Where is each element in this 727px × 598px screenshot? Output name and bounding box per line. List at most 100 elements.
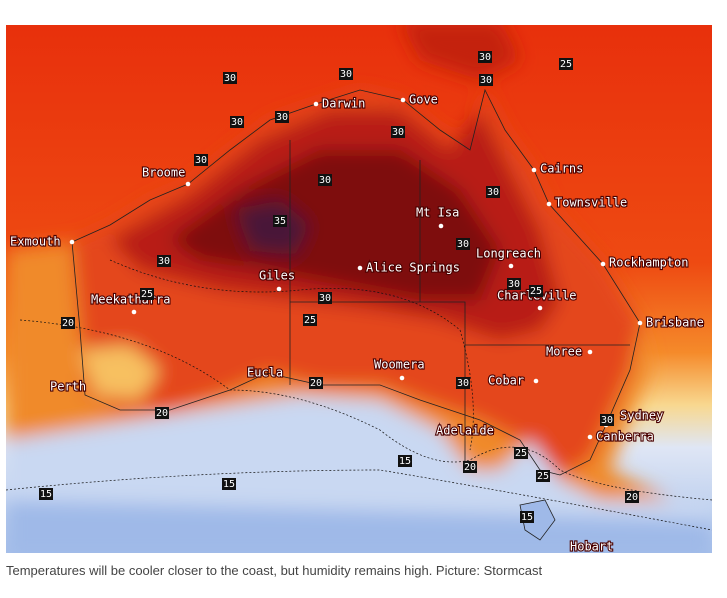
city-label: Mt Isa — [416, 206, 459, 220]
contour-label: 25 — [560, 59, 572, 70]
city-label: Meekatharra — [91, 293, 170, 307]
coastline — [71, 88, 641, 476]
contour-label-box — [140, 288, 154, 300]
contour-label-box — [309, 377, 323, 389]
city-dot — [637, 320, 643, 326]
contour-label: 25 — [515, 448, 527, 459]
contour-label-box — [478, 51, 492, 63]
city-labels: Darwin Gove Broome Exmouth Cairns Townsville M… — [9, 91, 705, 554]
contour-label-box — [486, 186, 500, 198]
city-label: Longreach — [476, 247, 541, 261]
city-dot — [508, 263, 514, 269]
city-label: Darwin — [322, 97, 365, 111]
city-dot — [533, 378, 539, 384]
contour-label-box — [456, 377, 470, 389]
contour-label: 15 — [521, 512, 533, 523]
city-label: Alice Springs — [366, 261, 460, 275]
city-label: Broome — [142, 166, 185, 180]
city-label: Perth — [50, 380, 86, 394]
city-label: Brisbane — [646, 316, 704, 330]
contour-label-box — [600, 414, 614, 426]
contour-label: 15 — [223, 479, 235, 490]
city-dot — [546, 201, 552, 207]
city-dot — [357, 265, 363, 271]
contour-label-box — [303, 314, 317, 326]
city-label: Hobart — [570, 540, 613, 554]
contour-label: 20 — [626, 492, 638, 503]
city-label: Canberra — [596, 430, 654, 444]
city-dot — [438, 223, 444, 229]
contour-label-box — [230, 116, 244, 128]
contour-label-box — [456, 238, 470, 250]
contour-label-box — [61, 317, 75, 329]
contour-label-box — [318, 174, 332, 186]
contour-label: 30 — [158, 256, 170, 267]
contour-label: 30 — [340, 69, 352, 80]
contour-label: 20 — [310, 378, 322, 389]
city-label: Woomera — [374, 358, 425, 372]
city-label: Sydney — [620, 409, 663, 423]
city-dot — [399, 375, 405, 381]
contour-label-box — [223, 72, 237, 84]
city-label: Townsville — [555, 196, 627, 210]
city-label: Adelaide — [436, 424, 494, 438]
contour-label-box — [318, 292, 332, 304]
contour-label: 30 — [508, 279, 520, 290]
contour-label: 30 — [479, 52, 491, 63]
contour-label: 25 — [530, 286, 542, 297]
contour-label: 30 — [480, 75, 492, 86]
contour-label: 30 — [319, 175, 331, 186]
contour-label: 30 — [392, 127, 404, 138]
city-label: Gove — [409, 93, 438, 107]
city-dot — [131, 309, 137, 315]
contour-label: 35 — [274, 216, 286, 227]
state-borders — [289, 140, 630, 470]
city-label: Cairns — [540, 162, 583, 176]
contour-label: 30 — [224, 73, 236, 84]
contour-label: 30 — [195, 155, 207, 166]
contour-label-box — [273, 215, 287, 227]
contour-label-box — [155, 407, 169, 419]
contour-label-box — [39, 488, 53, 500]
contour-label: 30 — [457, 239, 469, 250]
contour-label: 25 — [141, 289, 153, 300]
contour-label: 25 — [537, 471, 549, 482]
contour-label: 30 — [319, 293, 331, 304]
city-dot — [587, 434, 593, 440]
contour-label: 30 — [231, 117, 243, 128]
caption: Temperatures will be cooler closer to th… — [6, 563, 543, 578]
contour-label-box — [514, 447, 528, 459]
contour-label: 30 — [276, 112, 288, 123]
contour-label-box — [339, 68, 353, 80]
contour-label: 30 — [457, 378, 469, 389]
contour-label-box — [625, 491, 639, 503]
contour-label-box — [559, 58, 573, 70]
contour-label-box — [222, 478, 236, 490]
tasmania — [519, 499, 556, 541]
city-label: Cobar — [488, 374, 524, 388]
temperature-map: Darwin Gove Broome Exmouth Cairns Townsville M… — [6, 25, 712, 553]
contour-label-box — [391, 126, 405, 138]
city-dot — [276, 286, 282, 292]
contour-label-box — [463, 461, 477, 473]
contour-label-box — [398, 455, 412, 467]
city-dot — [587, 349, 593, 355]
city-dot — [69, 239, 75, 245]
city-label: Eucla — [247, 366, 283, 380]
isotherms — [6, 259, 712, 531]
city-dot — [537, 305, 543, 311]
city-dot — [600, 261, 606, 267]
contour-label-box — [479, 74, 493, 86]
contour-label-box — [507, 278, 521, 290]
city-dot — [531, 167, 537, 173]
contour-label: 20 — [464, 462, 476, 473]
contour-label-box — [275, 111, 289, 123]
contour-label: 30 — [487, 187, 499, 198]
city-label: Exmouth — [10, 235, 61, 249]
contour-label-box — [157, 255, 171, 267]
contour-label: 15 — [40, 489, 52, 500]
contour-label: 25 — [304, 315, 316, 326]
